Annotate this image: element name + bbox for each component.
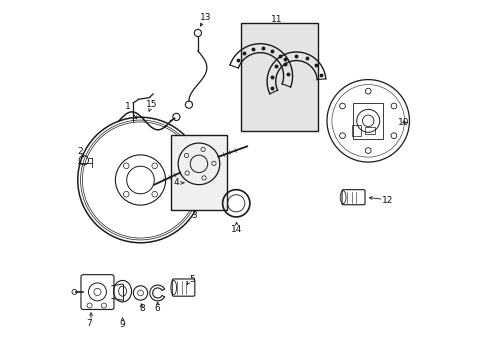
Bar [364,127,375,134]
Text: 11: 11 [270,15,282,24]
Text: 7: 7 [86,319,92,328]
Text: 14: 14 [230,225,242,234]
Bar [171,135,226,211]
Text: 15: 15 [145,100,157,109]
Text: 12: 12 [382,196,393,205]
Text: 5: 5 [189,275,195,284]
Text: 8: 8 [139,304,145,313]
Text: 13: 13 [200,13,211,22]
Text: 2: 2 [77,147,83,156]
Text: 10: 10 [397,118,408,127]
Bar [352,103,383,139]
Text: 1: 1 [125,102,131,111]
Bar [351,125,360,136]
Text: 3: 3 [191,211,197,220]
Text: 9: 9 [120,320,125,329]
Text: 6: 6 [155,304,160,313]
Text: 4: 4 [173,178,179,187]
Bar [241,23,317,131]
